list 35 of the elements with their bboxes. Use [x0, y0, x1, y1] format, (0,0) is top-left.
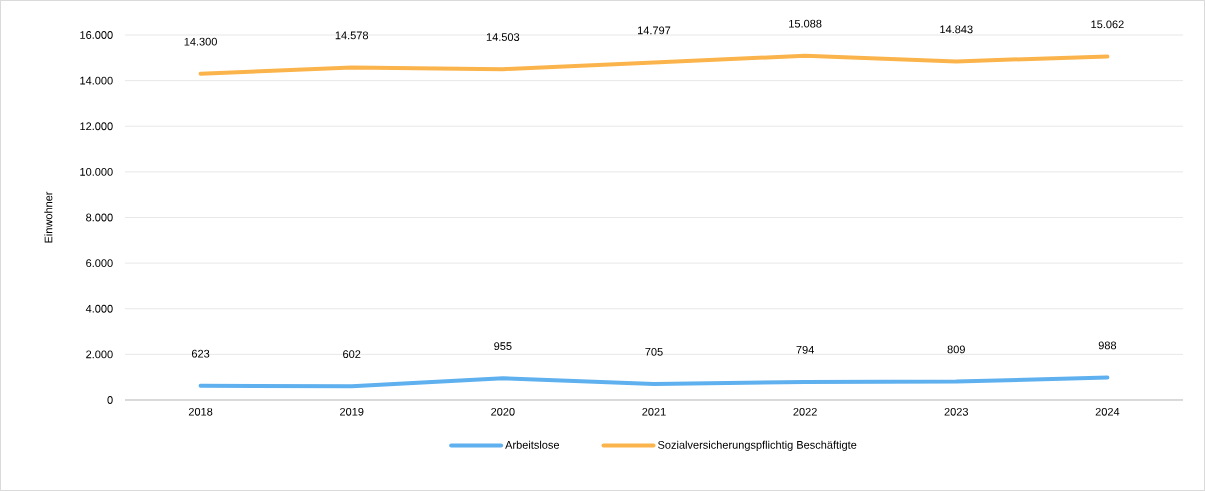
data-label: 705: [645, 347, 663, 356]
x-tick-label: 2019: [340, 407, 364, 416]
data-label: 809: [947, 345, 965, 354]
line-series: [198, 53, 1110, 76]
y-tick-label: 2.000: [86, 350, 113, 359]
x-tick-label: 2023: [944, 407, 969, 416]
y-tick-label: 10.000: [80, 167, 113, 176]
x-tick-label: 2021: [642, 407, 666, 416]
y-tick-label: 16.000: [80, 31, 113, 39]
y-tick-label: 8.000: [86, 213, 113, 222]
data-label: 623: [191, 349, 210, 358]
y-tick-label: 0: [107, 396, 113, 404]
x-tick-label: 2018: [188, 407, 213, 416]
data-label: 14.503: [486, 33, 520, 41]
x-tick-label: 2024: [1095, 407, 1120, 416]
legend-label: Sozialversicherungspflichtig Beschäftigte: [658, 440, 857, 451]
y-tick-label: 12.000: [80, 122, 113, 131]
x-tick-label: 2022: [793, 407, 817, 416]
data-label: 955: [494, 342, 512, 351]
data-label: 14.843: [940, 25, 973, 34]
y-tick-label: 4.000: [85, 304, 113, 313]
y-tick-label: 6.000: [86, 259, 113, 268]
data-label: 15.062: [1091, 20, 1124, 29]
data-label: 14.578: [335, 31, 369, 40]
data-label: 14.797: [638, 26, 671, 35]
line-series: [198, 375, 1110, 389]
data-label: 602: [343, 350, 361, 359]
data-label: 14.300: [184, 37, 217, 46]
data-label: 988: [1098, 341, 1117, 350]
x-tick-label: 2020: [491, 407, 515, 416]
data-label: 794: [796, 345, 814, 354]
legend-label: Arbeitslose: [505, 440, 560, 449]
y-axis-title: Einwohner: [44, 191, 53, 243]
y-tick-label: 14.000: [80, 76, 113, 85]
data-label: 15.088: [789, 19, 822, 28]
